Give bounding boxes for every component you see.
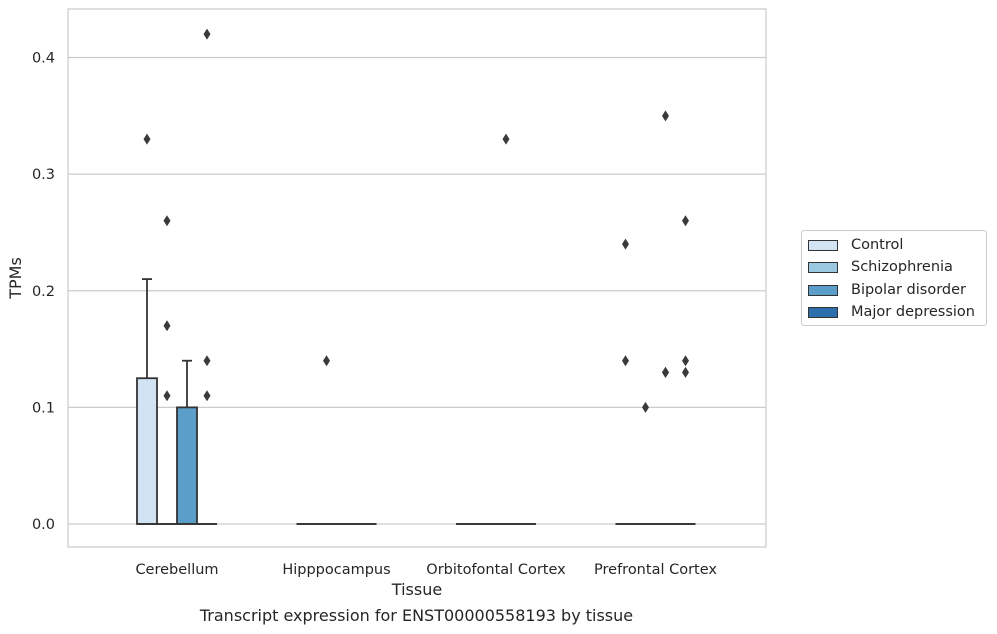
outlier-point [163,215,171,227]
plot-frame [67,8,767,548]
legend-item-bipolar-disorder: Bipolar disorder [808,280,966,300]
legend-swatch-bipolar-disorder [808,284,838,296]
legend-label: Bipolar disorder [851,282,966,298]
box-group [176,359,198,525]
y-tick-label: 0.4 [32,51,55,67]
legend-swatch-schizophrenia [808,261,838,273]
outlier-point [662,110,669,122]
chart-caption: Transcript expression for ENST0000055819… [199,606,634,625]
outlier-point [662,366,669,378]
outlier-point [502,133,510,145]
outlier-point [622,355,629,367]
legend-swatch-control [808,239,838,251]
box-group [675,215,696,525]
y-tick-label: 0.1 [32,400,55,416]
x-tick-label: Cerebellum [135,562,218,578]
y-axis-label: TPMs [6,257,25,300]
boxes [136,28,696,525]
legend: Control Schizophrenia Bipolar disorder M… [801,230,987,326]
legend-label: Control [851,237,904,253]
legend-label: Schizophrenia [851,259,953,275]
x-tick-label: Orbitofontal Cortex [426,562,566,578]
box-group [635,401,656,525]
box-group [496,133,516,525]
box [136,377,158,525]
legend-item-schizophrenia: Schizophrenia [808,257,953,277]
x-tick-label: Hipppocampus [282,562,390,578]
legend-swatch-major-depression [808,306,838,318]
y-tick-labels: 0.0 0.1 0.2 0.3 0.4 [32,51,55,534]
outlier-point [682,355,689,367]
y-tick-label: 0.3 [32,167,55,183]
box-group [197,28,217,525]
box-group [157,215,177,525]
legend-item-major-depression: Major depression [808,302,975,322]
outlier-point [682,215,689,227]
outlier-point [622,238,629,250]
outlier-point [682,366,689,378]
outlier-point [163,320,171,332]
outlier-point [323,355,330,367]
legend-item-control: Control [808,235,903,255]
x-axis-label: Tissue [391,580,442,599]
outlier-point [203,28,211,40]
box-group [136,133,158,525]
box-group [615,238,636,525]
legend-label: Major depression [851,304,975,320]
y-tick-label: 0.2 [32,284,55,300]
y-tick-label: 0.0 [32,517,55,533]
outlier-point [143,133,151,145]
gridlines [68,56,766,525]
x-tick-label: Prefrontal Cortex [594,562,717,578]
outlier-point [163,390,171,402]
outlier-point [642,401,649,413]
outlier-point [203,390,211,402]
box-group [316,355,337,525]
x-tick-labels: Cerebellum Hipppocampus Orbitofontal Corte… [135,562,717,578]
box-group [655,110,676,525]
outlier-point [203,355,211,367]
box [176,406,198,525]
